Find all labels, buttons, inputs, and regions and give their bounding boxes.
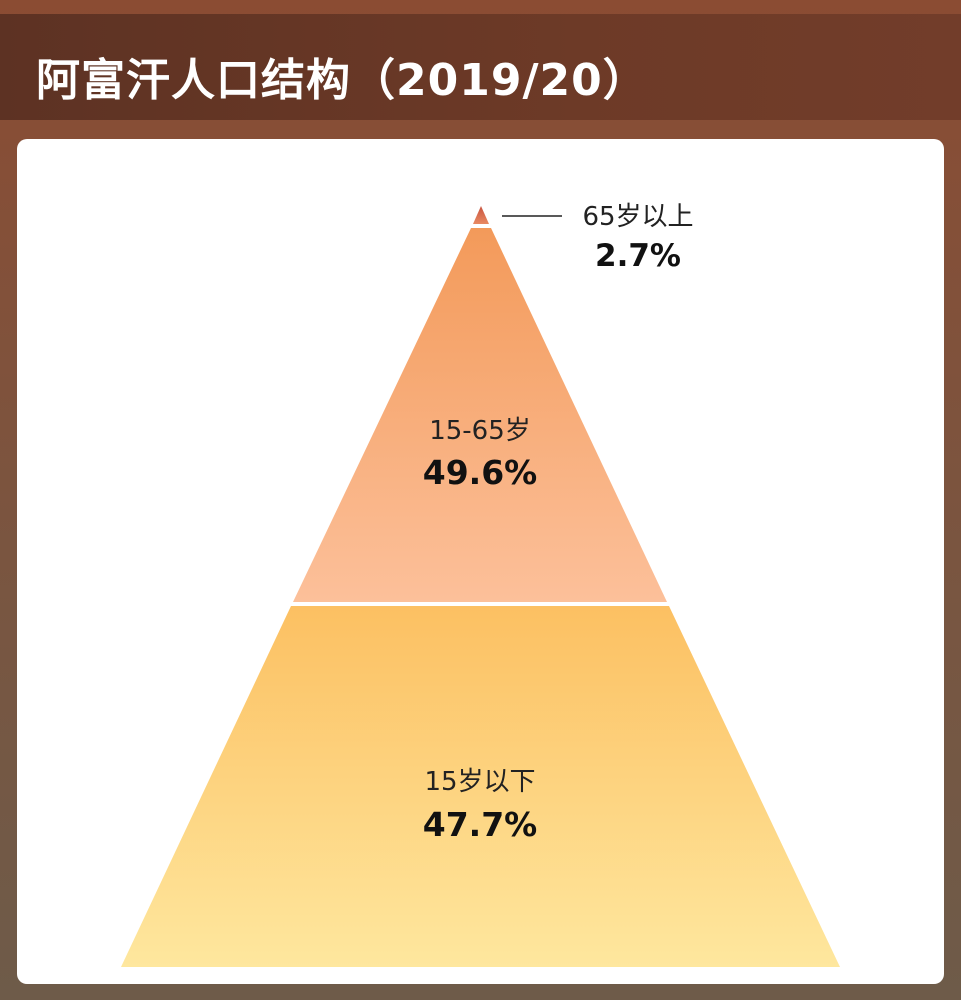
segment-65-plus[interactable] bbox=[473, 206, 489, 224]
value-15-65: 49.6% bbox=[423, 453, 538, 492]
value-65-plus: 2.7% bbox=[595, 238, 681, 274]
segment-under-15[interactable] bbox=[121, 606, 840, 967]
chart-title: 阿富汗人口结构（2019/20） bbox=[36, 55, 648, 106]
label-65-plus: 65岁以上 bbox=[582, 202, 693, 232]
title-bar bbox=[0, 14, 961, 120]
label-15-65: 15-65岁 bbox=[429, 416, 531, 446]
segment-15-65[interactable] bbox=[293, 228, 667, 602]
value-under-15: 47.7% bbox=[423, 805, 538, 844]
label-under-15: 15岁以下 bbox=[424, 767, 535, 797]
